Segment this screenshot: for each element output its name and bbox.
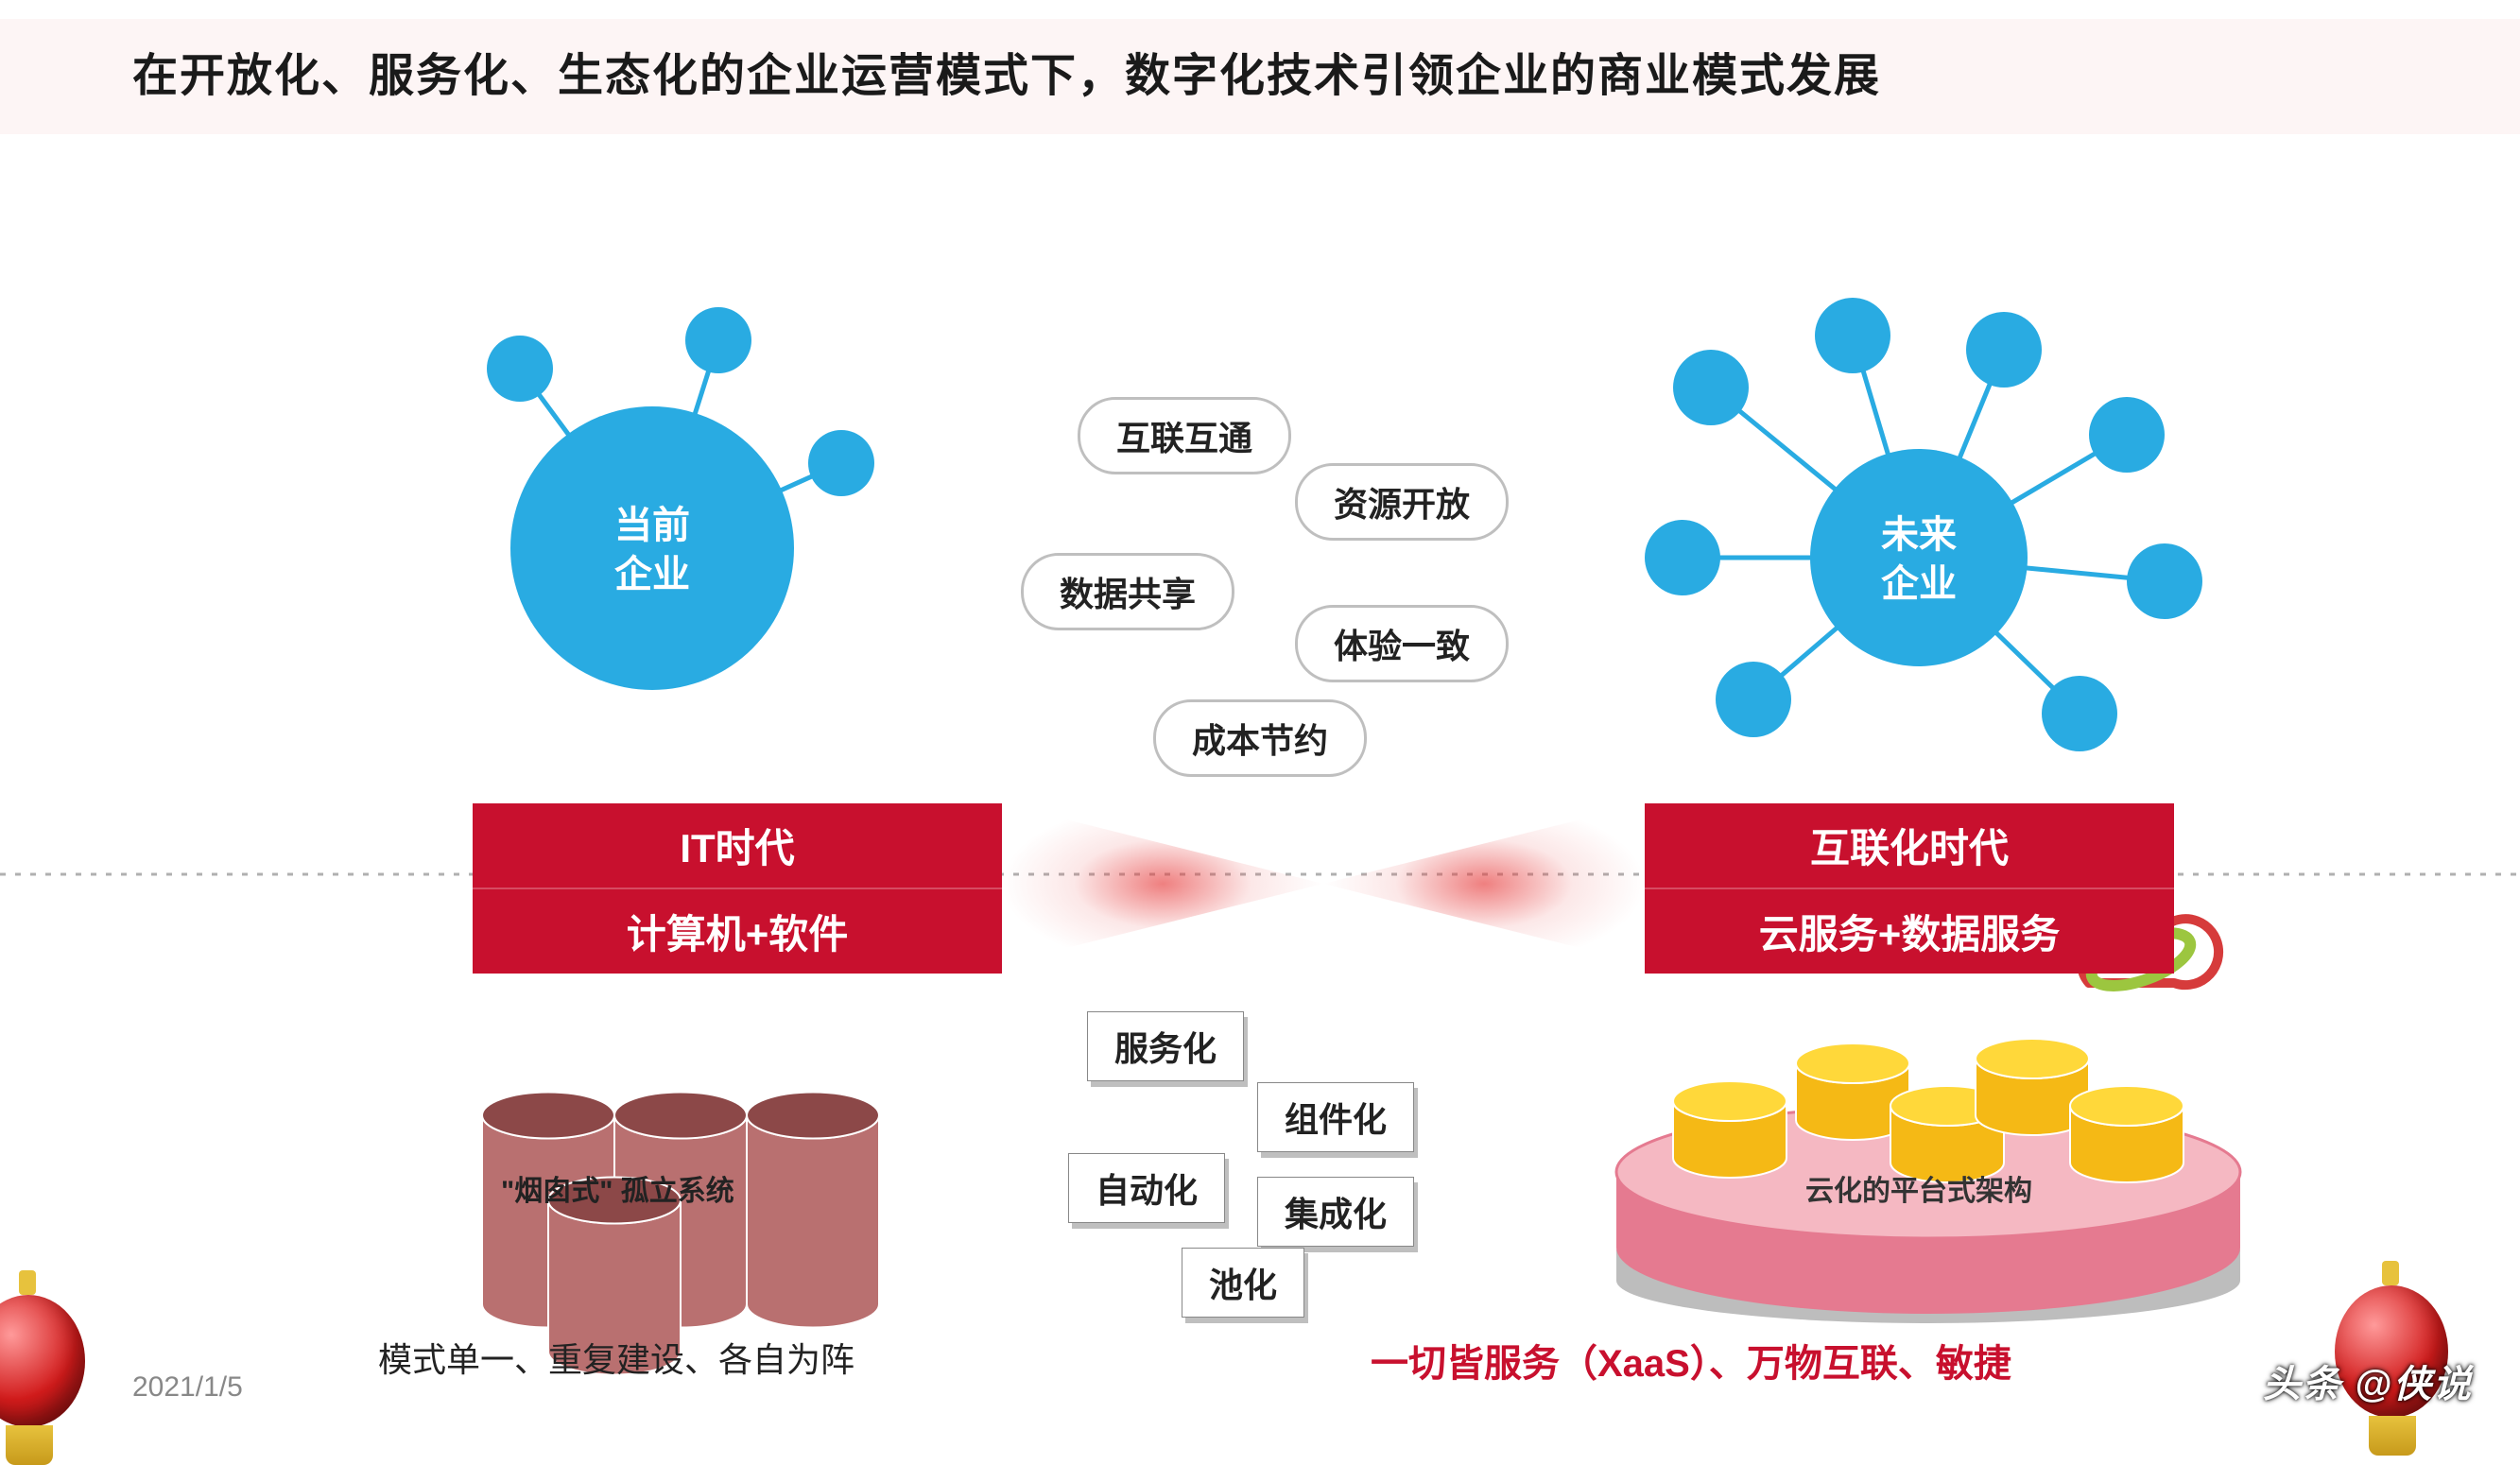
date-stamp: 2021/1/5 [132, 1371, 243, 1404]
pill-1: 资源开放 [1295, 463, 1509, 541]
tag-4: 池化 [1182, 1248, 1304, 1318]
tag-1: 组件化 [1257, 1082, 1414, 1152]
tag-0: 服务化 [1087, 1011, 1244, 1081]
pill-4: 成本节约 [1153, 699, 1367, 777]
right-node-label: 未来企业 [1824, 510, 2013, 609]
watermark: 头条 @侠说 [2263, 1353, 2473, 1408]
left-era-box: IT时代计算机+软件 [473, 803, 1002, 974]
pill-3: 体验一致 [1295, 605, 1509, 682]
tag-3: 集成化 [1257, 1177, 1414, 1247]
left-node-label: 当前企业 [558, 501, 747, 599]
silo-label: "烟囱式" 孤立系统 [501, 1167, 734, 1209]
right-era-box: 互联化时代云服务+数据服务 [1645, 803, 2174, 974]
pill-2: 数据共享 [1021, 553, 1234, 630]
tag-2: 自动化 [1068, 1153, 1225, 1223]
pill-0: 互联互通 [1078, 397, 1291, 474]
platform-label: 云化的平台式架构 [1805, 1167, 2032, 1209]
silo-caption: 模式单一、重复建设、各自为阵 [378, 1333, 854, 1382]
platform-caption: 一切皆服务（XaaS）、万物互联、敏捷 [1371, 1333, 2011, 1387]
